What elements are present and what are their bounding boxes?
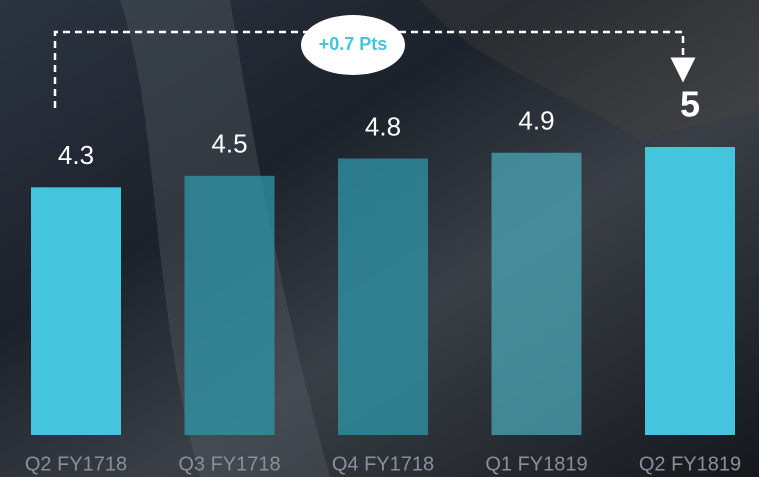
bar [338,158,428,435]
value-label: 5 [680,84,700,125]
bar [31,187,121,435]
value-label: 4.8 [365,111,401,141]
bar [645,147,735,435]
bar [491,152,582,435]
x-tick-label: Q2 FY1718 [25,453,127,475]
x-tick-label: Q3 FY1718 [178,453,280,475]
value-label: 4.3 [58,140,94,170]
annotation-bubble [301,15,405,75]
x-tick-label: Q1 FY1819 [485,453,587,475]
background-shape [420,0,759,140]
value-label: 4.5 [211,129,247,159]
bar [184,175,275,436]
x-tick-label: Q2 FY1819 [639,453,741,475]
value-label: 4.9 [518,106,554,136]
x-tick-label: Q4 FY1718 [332,453,434,475]
annotation: +0.7 Pts [319,34,388,54]
